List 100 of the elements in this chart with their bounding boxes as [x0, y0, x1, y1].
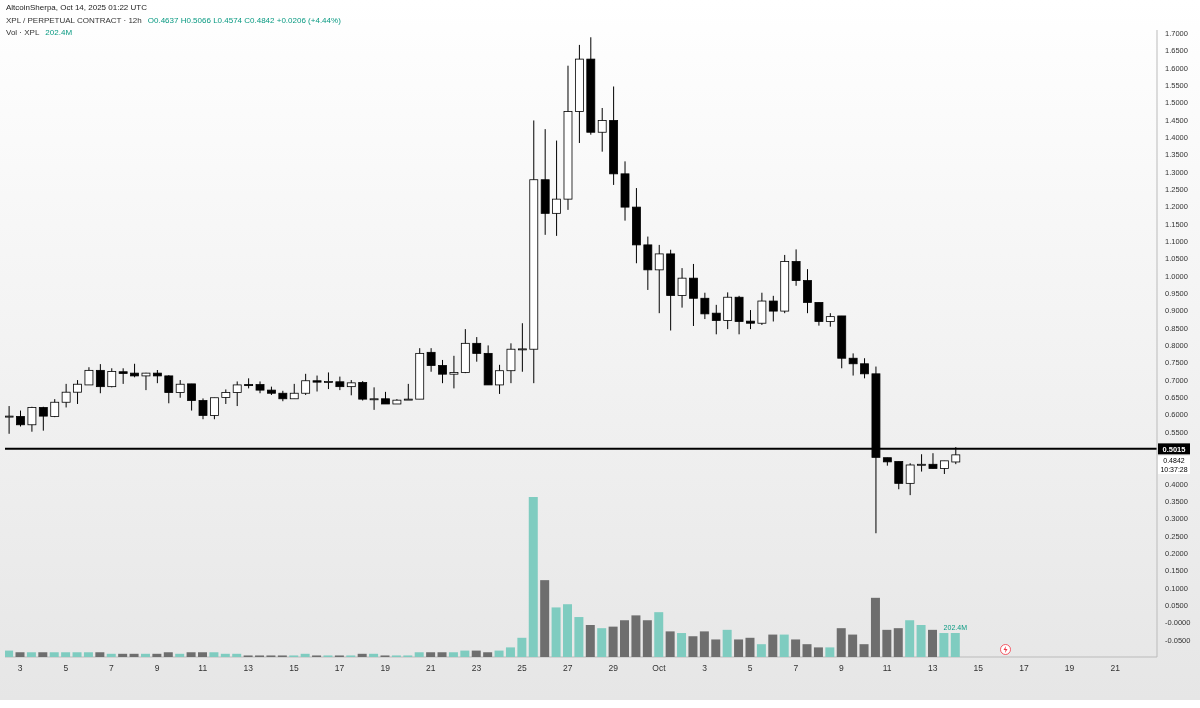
bar — [460, 650, 470, 657]
bar — [426, 652, 436, 657]
candlestick — [517, 322, 527, 373]
bar — [620, 620, 630, 657]
candlestick — [73, 379, 82, 405]
x-tick-label: 5 — [747, 663, 753, 674]
candlestick — [928, 452, 938, 469]
bar — [83, 652, 93, 657]
bar — [768, 634, 778, 657]
bar — [631, 615, 641, 657]
bar — [882, 629, 892, 657]
annotation: 202.4M — [45, 28, 73, 37]
x-tick-label: 25 — [517, 663, 528, 674]
bar — [209, 652, 219, 657]
x-tick-label: 5 — [63, 663, 69, 674]
bar — [186, 652, 196, 657]
bar — [106, 653, 116, 657]
x-tick-label: 9 — [154, 663, 160, 674]
bar — [198, 652, 207, 657]
bar — [905, 620, 915, 657]
bar — [585, 624, 595, 657]
bar — [745, 637, 755, 657]
candlestick — [335, 376, 345, 391]
x-tick-label: Oct — [652, 663, 667, 674]
candlestick — [95, 363, 105, 394]
bar — [494, 650, 504, 657]
bar — [916, 624, 926, 657]
candlestick — [711, 304, 721, 335]
x-tick-label: 7 — [793, 663, 799, 674]
bar — [813, 647, 823, 657]
x-tick-label: 27 — [562, 663, 573, 674]
bar — [722, 629, 732, 657]
text: O0.4637 H0.5066 L0.4574 C0.4842 +0.0206 (+4.44%) — [147, 16, 341, 25]
bar — [756, 644, 766, 657]
candlestick — [894, 461, 904, 490]
candlestick — [301, 373, 311, 396]
candlestick — [506, 342, 516, 384]
candlestick — [552, 140, 561, 237]
candlestick — [164, 374, 174, 404]
bar — [870, 597, 880, 657]
x-tick-label: 9 — [839, 663, 845, 674]
candlestick — [312, 375, 322, 392]
bar — [893, 628, 903, 657]
bar — [505, 647, 515, 657]
x-tick-label: 23 — [471, 663, 482, 674]
candlestick — [917, 453, 926, 473]
bar — [357, 653, 367, 657]
bar — [779, 634, 789, 657]
bar — [551, 607, 561, 657]
x-tick-label: 29 — [608, 663, 619, 674]
chart-title: XPL / PERPETUAL CONTRACT · 12h — [6, 16, 142, 25]
x-tick-label: 11 — [198, 663, 208, 674]
candlestick — [768, 295, 778, 322]
bar — [950, 632, 960, 657]
bar — [528, 497, 538, 657]
chart-title: Vol · XPL — [6, 28, 40, 37]
bar — [848, 634, 858, 657]
bar — [562, 604, 572, 657]
x-tick-label: 17 — [334, 663, 345, 674]
bar — [118, 653, 128, 657]
candlestick — [723, 291, 733, 330]
candlestick — [677, 267, 687, 309]
bar — [49, 652, 59, 657]
candlestick — [791, 248, 801, 287]
bar — [677, 633, 687, 657]
candlestick — [232, 380, 242, 407]
candlestick — [848, 352, 858, 377]
bar — [574, 617, 584, 657]
text: AltcoinSherpa, Oct 14, 2025 01:22 UTC — [6, 3, 147, 12]
x-tick-label: 17 — [1019, 663, 1029, 674]
candlestick — [495, 364, 504, 395]
candlestick — [757, 292, 767, 326]
bar — [608, 626, 618, 657]
bar — [654, 612, 664, 657]
candlestick — [449, 355, 459, 389]
candlestick — [905, 462, 915, 496]
bar — [129, 653, 139, 657]
x-tick-label: 19 — [380, 663, 391, 674]
x-tick-label: 21 — [1110, 663, 1121, 674]
x-tick-label: 13 — [927, 663, 938, 674]
bar — [448, 652, 458, 657]
bar — [517, 637, 527, 657]
bar — [836, 628, 846, 657]
bar — [232, 653, 242, 657]
candlestick — [210, 397, 219, 420]
bar — [414, 652, 424, 657]
bar — [140, 653, 150, 657]
candlestick — [187, 383, 196, 412]
candlestick — [5, 405, 14, 435]
bar — [825, 647, 835, 657]
bar — [152, 653, 162, 657]
x-tick-label: 15 — [973, 663, 984, 674]
bar — [175, 653, 185, 657]
bar — [61, 652, 71, 657]
candlestick — [27, 406, 37, 433]
bar — [471, 650, 481, 657]
candlestick — [426, 347, 436, 373]
candlestick — [803, 268, 812, 314]
bar — [300, 653, 310, 657]
bar — [597, 628, 607, 657]
